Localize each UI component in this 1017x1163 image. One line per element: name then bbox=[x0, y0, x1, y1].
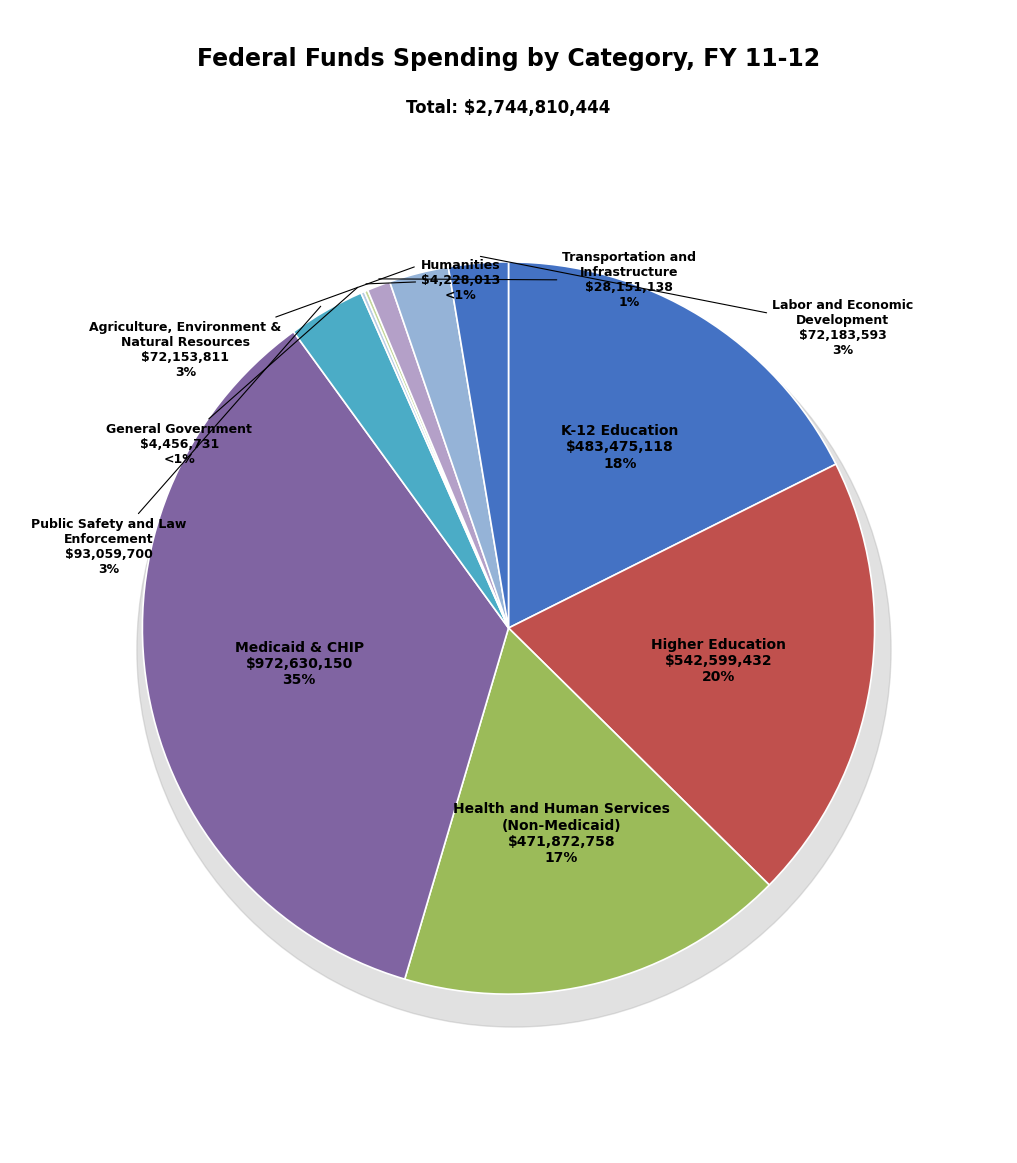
Wedge shape bbox=[405, 628, 769, 994]
Wedge shape bbox=[364, 290, 508, 628]
Wedge shape bbox=[361, 292, 508, 628]
Text: Total: $2,744,810,444: Total: $2,744,810,444 bbox=[407, 99, 610, 116]
Wedge shape bbox=[390, 266, 508, 628]
Text: Transportation and
Infrastructure
$28,151,138
1%: Transportation and Infrastructure $28,15… bbox=[378, 251, 697, 309]
Text: Agriculture, Environment &
Natural Resources
$72,153,811
3%: Agriculture, Environment & Natural Resou… bbox=[89, 267, 414, 379]
Text: General Government
$4,456,731
<1%: General Government $4,456,731 <1% bbox=[107, 287, 358, 466]
Text: Medicaid & CHIP
$972,630,150
35%: Medicaid & CHIP $972,630,150 35% bbox=[235, 641, 364, 687]
Text: Higher Education
$542,599,432
20%: Higher Education $542,599,432 20% bbox=[651, 638, 786, 684]
Wedge shape bbox=[142, 331, 508, 979]
Wedge shape bbox=[448, 262, 508, 628]
Wedge shape bbox=[368, 281, 508, 628]
Text: Labor and Economic
Development
$72,183,593
3%: Labor and Economic Development $72,183,5… bbox=[480, 256, 913, 357]
Text: Humanities
$4,228,013
<1%: Humanities $4,228,013 <1% bbox=[366, 258, 500, 301]
Text: K-12 Education
$483,475,118
18%: K-12 Education $483,475,118 18% bbox=[561, 424, 678, 471]
Wedge shape bbox=[294, 293, 508, 628]
Text: Health and Human Services
(Non-Medicaid)
$471,872,758
17%: Health and Human Services (Non-Medicaid)… bbox=[454, 802, 670, 865]
Text: Public Safety and Law
Enforcement
$93,059,700
3%: Public Safety and Law Enforcement $93,05… bbox=[31, 306, 320, 577]
Wedge shape bbox=[508, 464, 875, 885]
Ellipse shape bbox=[137, 273, 891, 1027]
Text: Federal Funds Spending by Category, FY 11-12: Federal Funds Spending by Category, FY 1… bbox=[197, 47, 820, 71]
Wedge shape bbox=[508, 262, 836, 628]
